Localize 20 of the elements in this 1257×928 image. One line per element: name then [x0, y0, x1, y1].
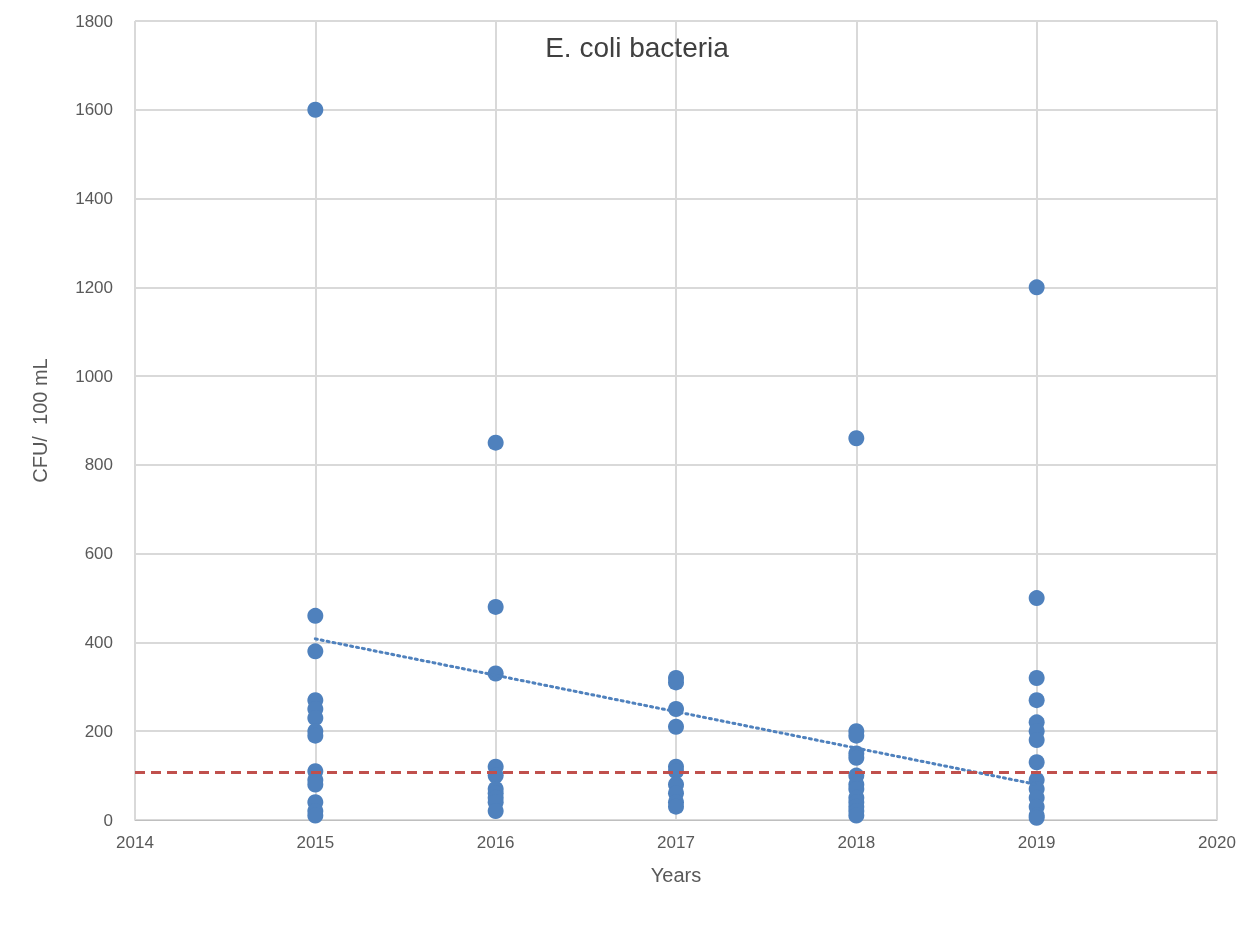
y-tick-label: 1200 [75, 277, 113, 297]
x-tick-label: 2019 [1017, 833, 1056, 852]
y-tick-label: 1800 [75, 11, 113, 31]
x-tick-label: 2017 [657, 833, 695, 852]
chart-title: E. coli bacteria [545, 31, 730, 63]
x-axis-title: Years [650, 864, 702, 886]
y-axis-title: CFU/ 100 mL [29, 358, 51, 483]
y-tick-label: 1000 [75, 366, 113, 386]
y-tick-label: 0 [103, 810, 113, 830]
y-tick-label: 600 [84, 544, 113, 564]
y-tick-label: 200 [84, 721, 113, 741]
y-tick-label: 800 [84, 455, 113, 475]
x-tick-label: 2020 [1198, 833, 1236, 852]
y-tick-label: 400 [84, 632, 113, 652]
y-tick-label: 1400 [75, 189, 113, 209]
x-tick-label: 2016 [476, 833, 515, 852]
x-tick-label: 2018 [837, 833, 876, 852]
x-tick-label: 2015 [296, 833, 335, 852]
y-tick-label: 1600 [75, 100, 113, 120]
x-tick-label: 2014 [116, 833, 154, 852]
